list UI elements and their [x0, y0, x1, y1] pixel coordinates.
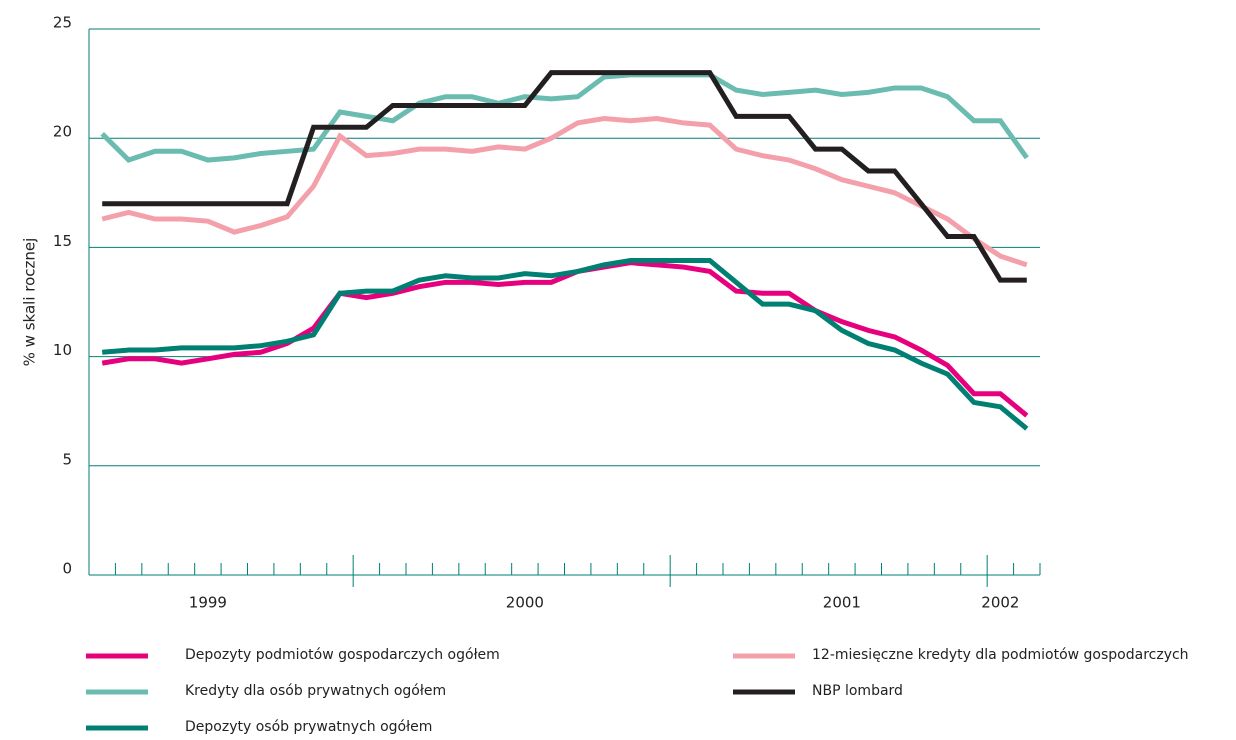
x-tick-label: 2000 — [506, 594, 544, 612]
series-line — [102, 258, 1029, 431]
y-tick-label: 0 — [62, 560, 72, 578]
x-tick-label: 2002 — [981, 594, 1019, 612]
legend-label: 12-miesięczne kredyty dla podmiotów gosp… — [812, 647, 1189, 663]
series-line — [101, 260, 1029, 418]
y-tick-label: 20 — [53, 123, 72, 141]
y-axis-label: % w skali rocznej — [21, 238, 39, 367]
x-tick-label: 1999 — [189, 594, 227, 612]
y-tick-label: 10 — [53, 341, 72, 359]
y-tick-label: 15 — [53, 232, 72, 250]
y-tick-label: 5 — [62, 450, 72, 468]
series-line — [101, 116, 1028, 268]
x-tick-label: 2001 — [823, 594, 861, 612]
series-line — [102, 70, 1027, 283]
y-tick-label: 25 — [53, 14, 72, 32]
legend-label: Depozyty osób prywatnych ogółem — [185, 719, 432, 735]
series-line — [100, 72, 1029, 163]
legend-label: NBP lombard — [812, 683, 903, 699]
legend-label: Kredyty dla osób prywatnych ogółem — [185, 683, 446, 699]
legend-label: Depozyty podmiotów gospodarczych ogółem — [185, 647, 500, 663]
